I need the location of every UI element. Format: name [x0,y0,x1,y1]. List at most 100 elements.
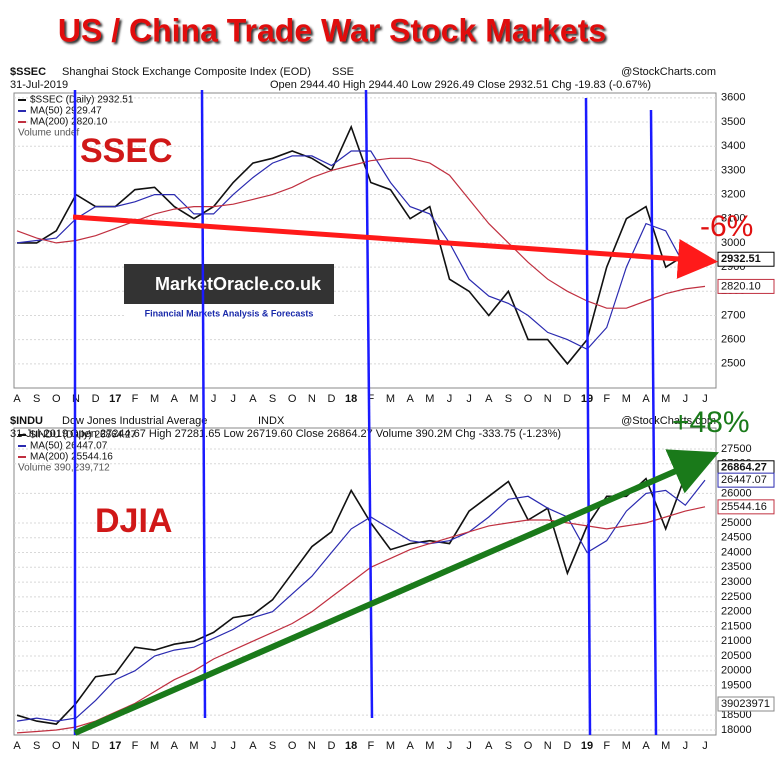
volume-tag: 39023971 [721,698,770,710]
x-tick-label: O [524,393,533,405]
y-tick-label: 27500 [721,443,752,455]
logo-box [124,264,334,304]
end-label: 2932.51 [721,253,761,265]
symbol: $INDU [10,415,43,427]
y-tick-label: 24500 [721,532,752,544]
x-tick-label: J [230,740,236,752]
x-tick-label: A [249,740,257,752]
x-tick-label: O [524,740,533,752]
y-tick-label: 3300 [721,164,745,176]
x-tick-label: D [92,393,100,405]
series-line [16,150,706,351]
symbol: $SSEC [10,66,46,78]
x-tick-label: A [406,740,414,752]
x-tick-label: N [308,740,316,752]
x-tick-label: F [603,740,610,752]
x-tick-label: A [13,740,21,752]
y-tick-label: 22000 [721,606,752,618]
marker-line [649,109,658,736]
y-tick-label: 25000 [721,517,752,529]
x-tick-label: S [33,393,40,405]
legend-label: MA(50) 26447.07 [30,441,108,452]
exchange: INDX [258,415,285,427]
y-tick-label: 2500 [721,358,745,370]
y-tick-label: 26000 [721,487,752,499]
x-tick-label: S [269,740,276,752]
x-tick-label: M [425,740,434,752]
x-tick-label: A [485,393,493,405]
x-tick-label: N [308,393,316,405]
x-tick-label: A [171,740,179,752]
end-label: 26864.27 [721,462,767,474]
x-tick-label: A [642,393,650,405]
series-line [16,506,706,734]
series-line [17,124,706,366]
end-label-box [717,251,775,267]
quote: Open 2944.40 High 2944.40 Low 2926.49 Cl… [270,79,651,91]
volume-label: Volume undef [18,128,79,139]
legend-label: $INDU (Daily) 26864.27 [30,430,137,441]
x-tick-label: A [406,393,414,405]
x-tick-label: M [386,393,395,405]
x-tick-label: 18 [345,393,357,405]
x-tick-label: F [367,740,374,752]
y-tick-label: 24000 [721,546,752,558]
y-tick-label: 3000 [721,237,745,249]
x-tick-label: M [425,393,434,405]
marker-line [200,89,207,719]
legend-label: MA(200) 25544.16 [30,452,113,463]
x-tick-label: J [466,393,472,405]
x-tick-label: D [563,393,571,405]
y-tick-label: 2700 [721,309,745,321]
x-tick-label: N [72,740,80,752]
x-tick-label: J [466,740,472,752]
x-tick-label: A [485,740,493,752]
plot-area [13,427,717,736]
x-tick-label: J [683,393,689,405]
panel-label: DJIA [95,502,172,540]
logo-name: MarketOracle.co.uk [155,274,322,294]
y-tick-label: 22500 [721,591,752,603]
date: 31-Jul-2019 [10,428,68,440]
end-label: 26447.07 [721,474,767,486]
x-tick-label: O [288,393,297,405]
end-label-box [717,499,775,515]
end-label: 2820.10 [721,280,761,292]
x-tick-label: D [563,740,571,752]
x-tick-label: 19 [581,740,593,752]
x-tick-label: J [447,740,453,752]
x-tick-label: J [447,393,453,405]
marker-line [364,89,374,719]
x-tick-label: A [13,393,21,405]
x-tick-label: M [189,393,198,405]
x-tick-label: N [544,740,552,752]
x-tick-label: 17 [109,740,121,752]
y-tick-label: 21000 [721,635,752,647]
volume-tag-box [717,696,775,712]
y-tick-label: 3500 [721,116,745,128]
trend-arrow [72,214,718,279]
change-label: +48% [672,406,750,439]
x-tick-label: M [622,393,631,405]
x-tick-label: J [702,740,708,752]
x-tick-label: D [328,393,336,405]
x-tick-label: S [505,393,512,405]
y-tick-label: 3400 [721,140,745,152]
volume-label: Volume 390,239,712 [18,463,110,474]
x-tick-label: A [642,740,650,752]
y-tick-label: 3600 [721,92,745,104]
x-tick-label: F [367,393,374,405]
y-tick-label: 23500 [721,561,752,573]
legend-label: $SSEC (Daily) 2932.51 [30,95,134,106]
y-tick-label: 3200 [721,188,745,200]
exchange: SSE [332,66,354,78]
y-tick-label: 3100 [721,213,745,225]
x-tick-label: M [150,740,159,752]
end-label: 25544.16 [721,501,767,513]
logo-tagline: Financial Markets Analysis & Forecasts [145,308,314,318]
x-tick-label: J [211,740,217,752]
y-tick-label: 21500 [721,620,752,632]
x-tick-label: M [661,393,670,405]
x-tick-label: D [328,740,336,752]
